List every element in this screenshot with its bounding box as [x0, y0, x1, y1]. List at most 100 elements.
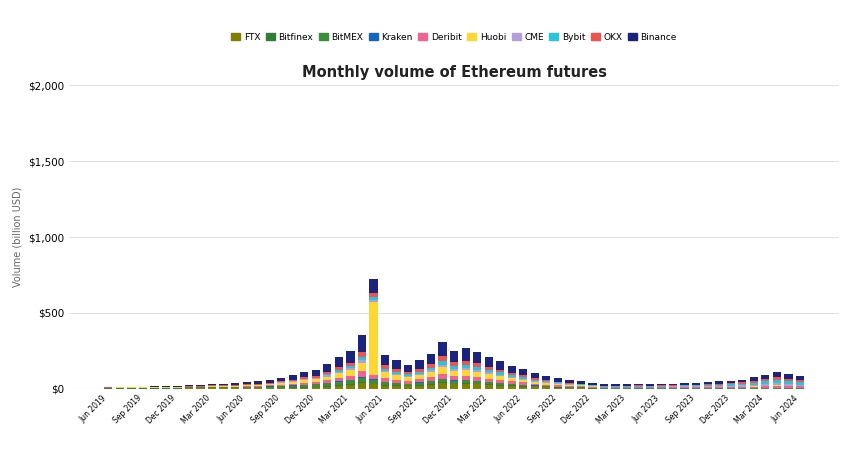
- Bar: [473, 381, 481, 383]
- Bar: [346, 370, 355, 376]
- Bar: [484, 384, 493, 385]
- Bar: [588, 387, 597, 388]
- Bar: [311, 379, 320, 382]
- Bar: [346, 351, 355, 363]
- Bar: [785, 381, 792, 384]
- Bar: [657, 386, 666, 387]
- Bar: [346, 376, 355, 380]
- Bar: [519, 387, 528, 389]
- Bar: [358, 352, 366, 357]
- Bar: [646, 384, 654, 386]
- Bar: [300, 377, 309, 379]
- Bar: [703, 386, 712, 387]
- Bar: [796, 380, 804, 382]
- Bar: [427, 385, 435, 389]
- Bar: [439, 365, 446, 367]
- Bar: [415, 374, 424, 375]
- Bar: [657, 384, 666, 385]
- Bar: [588, 383, 597, 385]
- Bar: [439, 374, 446, 379]
- Bar: [599, 384, 608, 386]
- Bar: [208, 387, 216, 388]
- Bar: [404, 377, 412, 381]
- Bar: [300, 380, 309, 383]
- Bar: [393, 383, 400, 385]
- Bar: [715, 382, 723, 383]
- Bar: [358, 378, 366, 382]
- Bar: [497, 370, 504, 373]
- Bar: [508, 365, 516, 373]
- Bar: [772, 377, 781, 380]
- Bar: [311, 370, 320, 375]
- Bar: [220, 384, 227, 385]
- Bar: [508, 376, 516, 378]
- Bar: [450, 383, 458, 384]
- Bar: [727, 381, 735, 383]
- Bar: [565, 388, 573, 389]
- Bar: [324, 383, 331, 386]
- Bar: [519, 383, 528, 384]
- Bar: [324, 374, 331, 375]
- Bar: [369, 384, 378, 389]
- Bar: [277, 388, 285, 389]
- Bar: [358, 360, 366, 363]
- Bar: [151, 386, 158, 387]
- Bar: [311, 384, 320, 387]
- Bar: [289, 386, 297, 387]
- Bar: [554, 385, 562, 387]
- Bar: [542, 376, 550, 380]
- Bar: [277, 378, 285, 381]
- Bar: [484, 379, 493, 382]
- Bar: [196, 385, 205, 386]
- Bar: [623, 387, 631, 388]
- Bar: [530, 387, 539, 389]
- Bar: [761, 384, 770, 386]
- Bar: [519, 377, 528, 379]
- Bar: [335, 378, 343, 382]
- Bar: [381, 355, 389, 365]
- Bar: [473, 384, 481, 389]
- Bar: [358, 363, 366, 371]
- Bar: [750, 385, 758, 386]
- Bar: [208, 386, 216, 387]
- Bar: [785, 374, 792, 379]
- Bar: [358, 335, 366, 352]
- Bar: [669, 383, 677, 385]
- Bar: [289, 384, 297, 385]
- Bar: [462, 361, 470, 365]
- Bar: [415, 372, 424, 374]
- Bar: [277, 386, 285, 388]
- Bar: [335, 386, 343, 389]
- Bar: [266, 385, 274, 386]
- Bar: [369, 302, 378, 374]
- Bar: [785, 384, 792, 386]
- Bar: [346, 368, 355, 370]
- Bar: [450, 376, 458, 380]
- Bar: [657, 387, 666, 388]
- Bar: [772, 380, 781, 383]
- Bar: [335, 372, 343, 373]
- Bar: [634, 384, 643, 385]
- Bar: [612, 384, 619, 386]
- Bar: [393, 369, 400, 372]
- Bar: [346, 385, 355, 389]
- Bar: [415, 383, 424, 385]
- Bar: [381, 371, 389, 373]
- Bar: [530, 384, 539, 385]
- Bar: [335, 370, 343, 372]
- Bar: [266, 384, 274, 385]
- Bar: [462, 381, 470, 383]
- Bar: [415, 360, 424, 369]
- Bar: [530, 378, 539, 380]
- Bar: [750, 383, 758, 385]
- Bar: [381, 373, 389, 378]
- Bar: [530, 374, 539, 378]
- Bar: [727, 383, 735, 384]
- Bar: [346, 366, 355, 368]
- Bar: [727, 387, 735, 388]
- Bar: [450, 369, 458, 371]
- Bar: [427, 368, 435, 370]
- Bar: [335, 373, 343, 378]
- Bar: [242, 382, 251, 384]
- Bar: [750, 377, 758, 381]
